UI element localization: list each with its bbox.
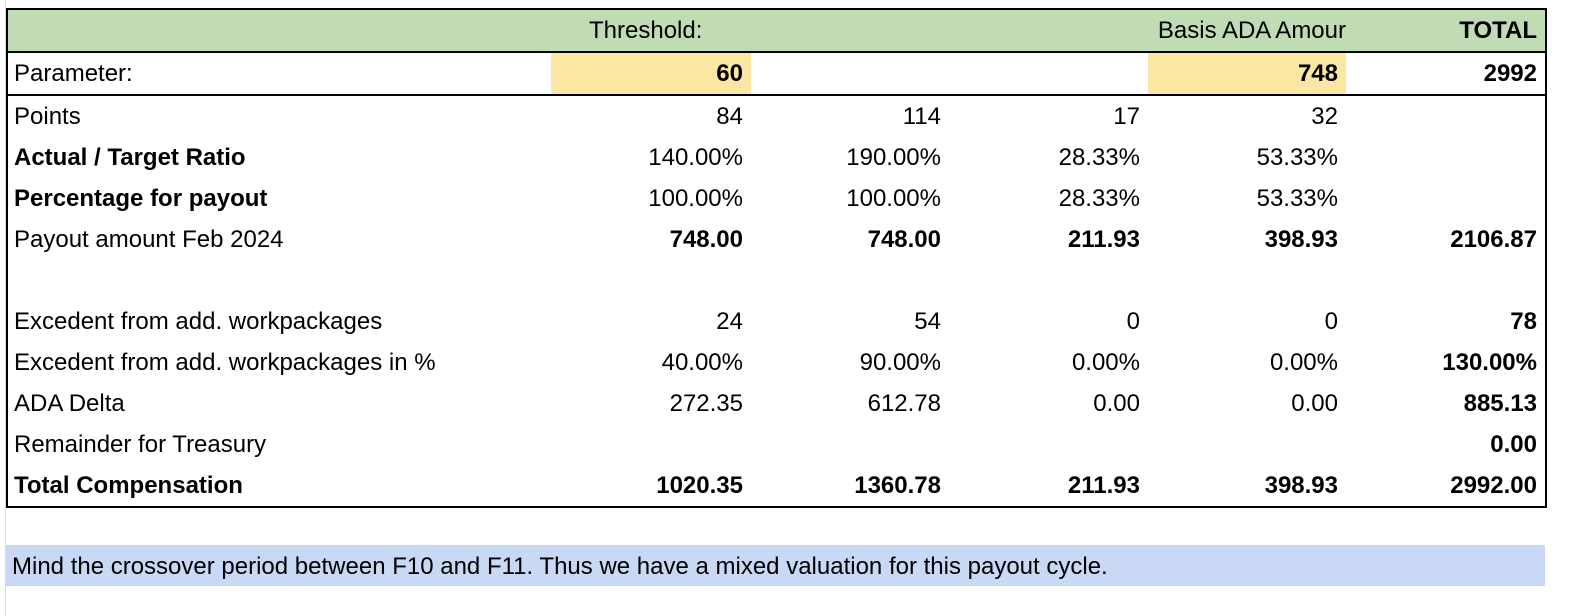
value-cell[interactable]: 17 — [1113, 103, 1140, 130]
value-cell[interactable]: 28.33% — [1058, 185, 1140, 212]
row-total-cell[interactable] — [1346, 178, 1546, 219]
row-label[interactable]: Excedent from add. workpackages — [14, 308, 383, 335]
parameter-total-value[interactable]: 2992 — [1483, 60, 1537, 87]
row-label[interactable]: ADA Delta — [14, 390, 125, 417]
threshold-value[interactable]: 60 — [551, 52, 751, 95]
value-cell[interactable]: 28.33% — [1058, 144, 1140, 171]
table-row: Excedent from add. workpackages 24 54 0 0 78 — [7, 301, 1546, 342]
table-row: Actual / Target Ratio 140.00% 190.00% 28.33… — [7, 137, 1546, 178]
value-cell[interactable]: 84 — [716, 103, 743, 130]
value-cell[interactable]: 0.00 — [1093, 390, 1140, 417]
value-cell[interactable]: 0.00 — [1291, 390, 1338, 417]
value-cell[interactable]: 211.93 — [1067, 226, 1140, 253]
value-cell[interactable] — [949, 260, 1148, 301]
value-cell[interactable] — [751, 260, 949, 301]
value-cell[interactable]: 0 — [1126, 308, 1140, 335]
value-cell[interactable]: 40.00% — [661, 349, 743, 376]
basis-value[interactable]: 748 — [1148, 52, 1346, 95]
value-cell[interactable]: 1020.35 — [656, 472, 743, 499]
value-cell[interactable]: 53.33% — [1256, 185, 1338, 212]
value-cell[interactable]: 398.93 — [1264, 226, 1338, 253]
row-label[interactable]: Actual / Target Ratio — [14, 144, 246, 171]
total-label[interactable]: TOTAL — [1346, 9, 1546, 52]
value-cell[interactable] — [949, 424, 1148, 465]
table-row: Payout amount Feb 2024 748.00 748.00 211.93… — [7, 219, 1546, 260]
table-row: Points 84 114 17 32 — [7, 95, 1546, 137]
row-gutter-line — [5, 0, 6, 616]
value-cell[interactable]: 90.00% — [859, 349, 941, 376]
row-label[interactable]: Total Compensation — [14, 472, 243, 499]
value-cell[interactable]: 100.00% — [846, 185, 941, 212]
table-row: Total Compensation 1020.35 1360.78 211.93 39… — [7, 465, 1546, 507]
header-cell-empty[interactable] — [7, 9, 551, 52]
value-cell[interactable] — [551, 260, 751, 301]
value-cell[interactable]: 0.00% — [1071, 349, 1140, 376]
value-cell[interactable] — [1148, 260, 1346, 301]
cell-empty[interactable] — [751, 52, 949, 95]
value-cell[interactable]: 748.00 — [867, 226, 941, 253]
table-row: Excedent from add. workpackages in % 40.0… — [7, 342, 1546, 383]
value-cell[interactable]: 0 — [1324, 308, 1338, 335]
parameter-row: Parameter: 60 748 2992 — [7, 52, 1546, 95]
value-cell[interactable]: 398.93 — [1264, 472, 1338, 499]
value-cell[interactable]: 272.35 — [669, 390, 743, 417]
basis-label[interactable]: Basis ADA Amour — [1148, 9, 1346, 52]
spacer-row — [7, 260, 1546, 301]
value-cell[interactable]: 140.00% — [648, 144, 743, 171]
row-total-cell[interactable]: 78 — [1510, 308, 1537, 335]
row-total-cell[interactable]: 885.13 — [1463, 390, 1537, 417]
value-cell[interactable]: 748.00 — [669, 226, 743, 253]
value-cell[interactable]: 1360.78 — [854, 472, 941, 499]
row-label[interactable]: Points — [14, 103, 81, 130]
crossover-note[interactable]: Mind the crossover period between F10 an… — [6, 545, 1545, 586]
table-row: ADA Delta 272.35 612.78 0.00 0.00 885.13 — [7, 383, 1546, 424]
parameter-label[interactable]: Parameter: — [14, 60, 133, 87]
row-total-cell[interactable]: 2992.00 — [1450, 472, 1537, 499]
value-cell[interactable]: 0.00% — [1269, 349, 1338, 376]
value-cell[interactable]: 211.93 — [1067, 472, 1140, 499]
value-cell[interactable]: 32 — [1311, 103, 1338, 130]
value-cell[interactable]: 53.33% — [1256, 144, 1338, 171]
cell-empty[interactable] — [949, 52, 1148, 95]
value-cell[interactable]: 114 — [902, 103, 941, 130]
row-total-cell[interactable] — [1346, 95, 1546, 137]
row-label[interactable]: Excedent from add. workpackages in % — [14, 349, 436, 376]
table-row: Percentage for payout 100.00% 100.00% 28.33… — [7, 178, 1546, 219]
payout-table: Threshold: Basis ADA Amour TOTAL Paramet… — [6, 8, 1547, 508]
value-cell[interactable] — [551, 424, 751, 465]
value-cell[interactable]: 54 — [914, 308, 941, 335]
value-cell[interactable] — [1148, 424, 1346, 465]
threshold-label[interactable]: Threshold: — [551, 9, 949, 52]
value-cell[interactable] — [751, 424, 949, 465]
header-cell-empty[interactable] — [949, 9, 1148, 52]
row-total-cell[interactable]: 130.00% — [1442, 349, 1537, 376]
table-row: Remainder for Treasury 0.00 — [7, 424, 1546, 465]
row-total-cell[interactable] — [1346, 137, 1546, 178]
row-total-cell[interactable]: 2106.87 — [1450, 226, 1537, 253]
row-label[interactable] — [7, 260, 551, 301]
value-cell[interactable]: 190.00% — [846, 144, 941, 171]
value-cell[interactable]: 100.00% — [648, 185, 743, 212]
row-total-cell[interactable]: 0.00 — [1490, 431, 1537, 458]
row-label[interactable]: Percentage for payout — [14, 185, 268, 212]
row-label[interactable]: Payout amount Feb 2024 — [14, 226, 284, 253]
row-total-cell[interactable] — [1346, 260, 1546, 301]
value-cell[interactable]: 612.78 — [867, 390, 941, 417]
header-row: Threshold: Basis ADA Amour TOTAL — [7, 9, 1546, 52]
row-label[interactable]: Remainder for Treasury — [14, 431, 267, 458]
value-cell[interactable]: 24 — [716, 308, 743, 335]
